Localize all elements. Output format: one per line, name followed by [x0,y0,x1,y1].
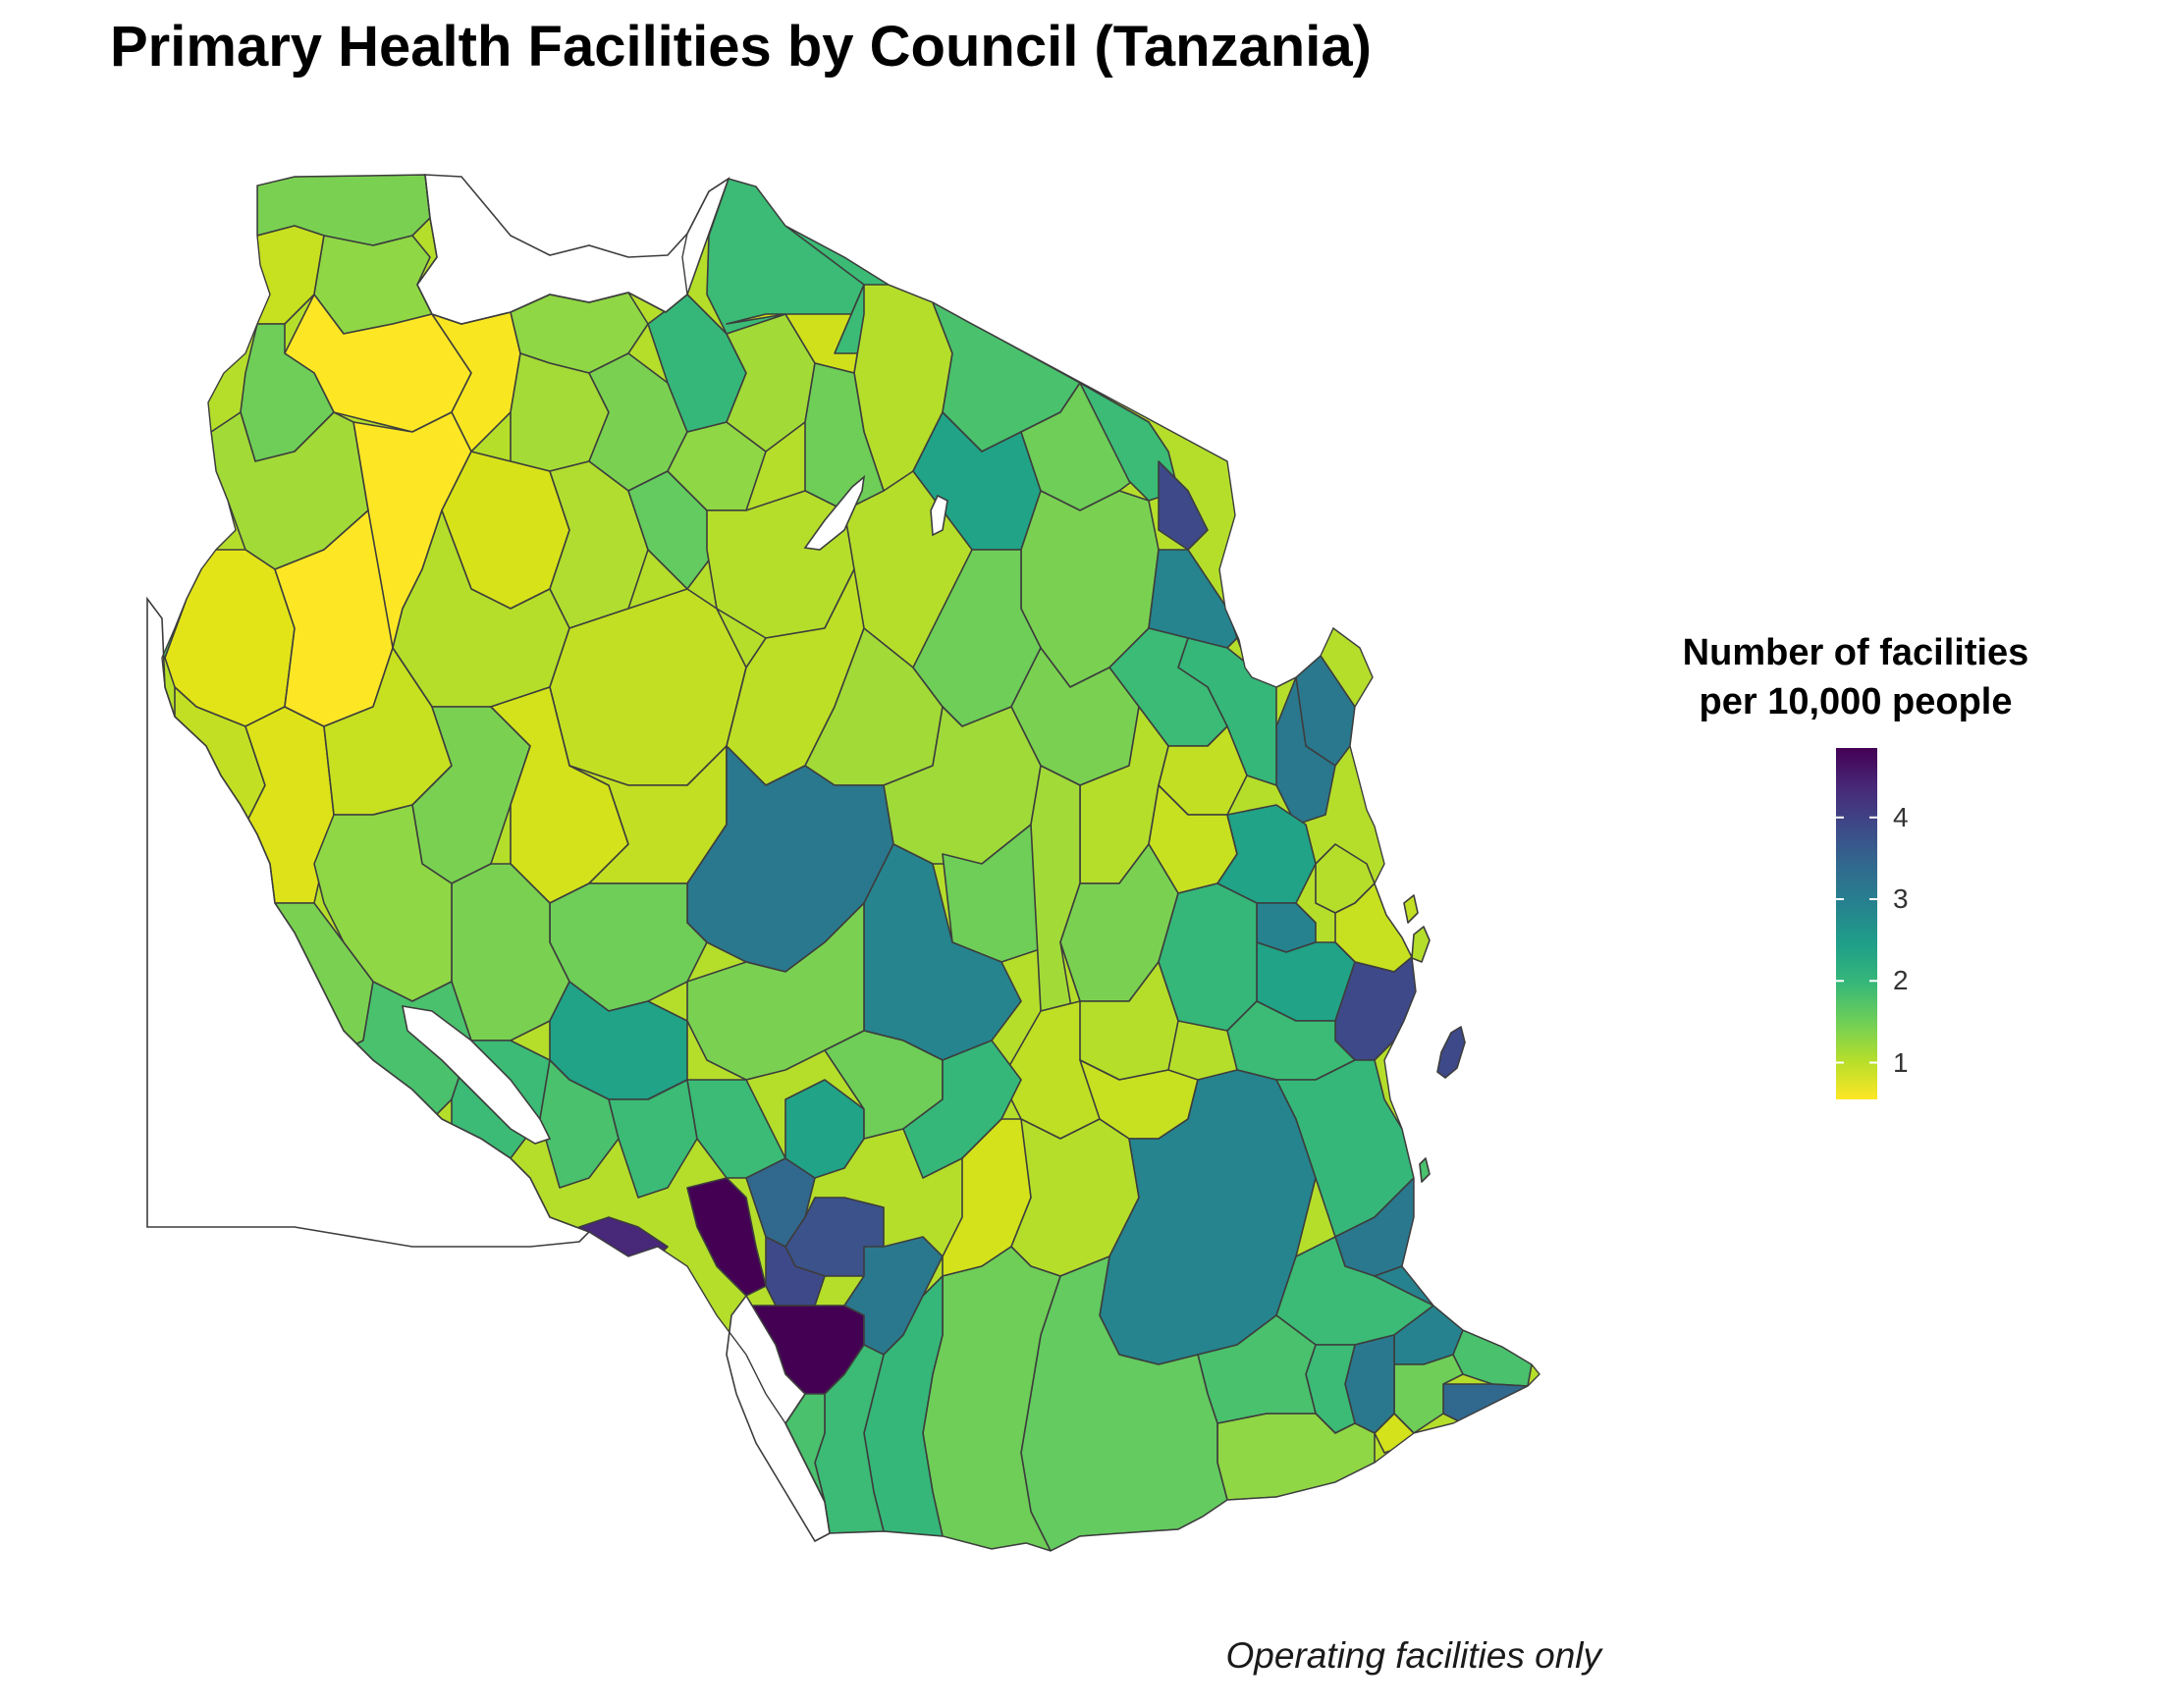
chart-title: Primary Health Facilities by Council (Ta… [110,15,1372,79]
region-iringa[interactable] [784,1079,865,1179]
legend-colorbar [1836,748,1877,1099]
region-morogoro-rural[interactable] [1158,882,1258,1032]
lake-eyasi [803,475,866,551]
region-mbarali-north[interactable] [686,902,865,1081]
region-rombo[interactable] [1158,460,1209,551]
caption: Operating facilities only [1225,1635,1601,1676]
island-pemba-south[interactable] [1411,926,1431,963]
island-mafia[interactable] [1419,1157,1431,1183]
region-mbeya-rural[interactable] [784,1197,885,1277]
region-rungwe[interactable] [765,1236,826,1307]
island-pemba-north[interactable] [1403,894,1419,924]
region-mtwara-urban[interactable] [1442,1383,1529,1424]
lake-manyara [930,494,948,537]
legend-tick-label-2: 2 [1893,965,1909,996]
island-zanzibar[interactable] [1436,1026,1466,1079]
legend-tick-label-4: 4 [1893,801,1909,832]
regions-layer [162,175,1540,1551]
region-bariadi[interactable] [804,362,885,511]
region-kilolo[interactable] [902,1040,1022,1179]
legend-tick-label-1: 1 [1893,1046,1909,1078]
legend-title-line2: per 10,000 people [1699,681,2013,722]
legend-title-line1: Number of facilities [1682,632,2029,673]
legend-tick-label-3: 3 [1893,883,1909,915]
legend-title: Number of facilities per 10,000 people [1610,628,2101,726]
lake-rukwa [401,1005,552,1145]
region-newala[interactable] [1216,1413,1376,1501]
